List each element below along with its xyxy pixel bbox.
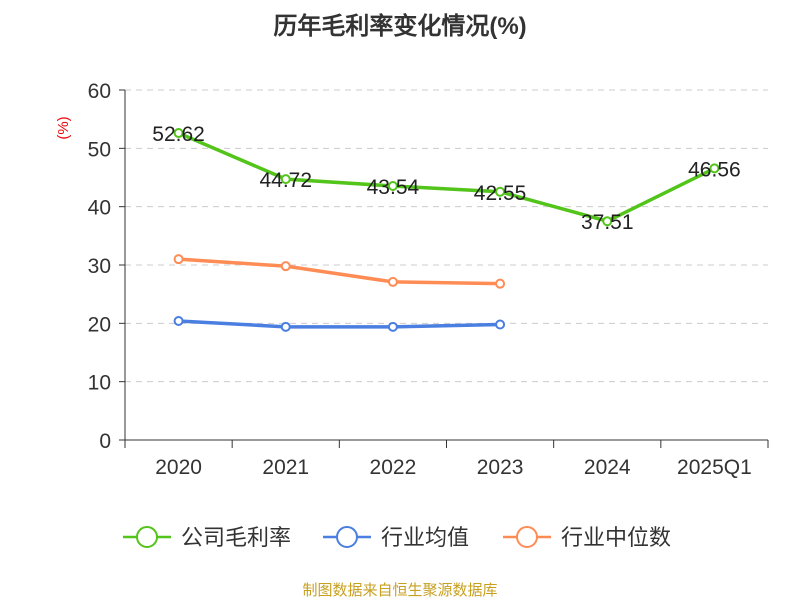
data-point [280,261,291,272]
data-point [280,174,291,185]
data-label: 44.72 [259,169,312,192]
data-label: 42.55 [474,182,527,205]
data-label: 37.51 [581,211,634,234]
series-line [178,257,501,286]
y-tick-label: 10 [88,372,111,395]
data-point [495,319,506,330]
chart-title: 历年毛利率变化情况(%) [273,12,526,40]
data-point [173,254,184,265]
x-tick-label: 2024 [584,456,631,479]
x-tick-label: 2023 [477,456,524,479]
data-point [173,316,184,326]
legend-label: 行业中位数 [561,525,671,550]
data-label: 52.62 [152,123,205,146]
y-tick-label: 40 [88,197,111,220]
data-point [387,276,398,287]
legend-label: 行业均值 [381,525,469,550]
data-point [387,321,398,332]
y-tick-label: 0 [99,430,111,453]
data-point [495,186,506,197]
legend-marker [516,526,538,548]
series-line [177,131,716,223]
data-label: 46.56 [688,158,741,181]
y-axis-label: (%) [55,116,72,139]
y-tick-label: 20 [88,313,111,336]
y-tick-label: 50 [88,138,111,161]
data-label: 43.54 [367,176,420,199]
x-tick-label: 2022 [370,456,417,479]
y-tick-label: 60 [88,80,111,103]
series-line [178,319,501,329]
data-point [280,321,291,332]
legend-marker [336,526,358,548]
data-point [602,216,613,227]
data-point [495,278,506,289]
data-point [173,128,184,139]
source-footer: 制图数据来自恒生聚源数据库 [302,582,497,599]
legend-label: 公司毛利率 [181,525,291,550]
x-tick-label: 2025Q1 [677,456,752,479]
x-tick-label: 2021 [262,456,309,479]
y-tick-label: 30 [88,255,111,278]
x-tick-label: 2020 [155,456,202,479]
data-point [709,163,720,174]
legend-marker [136,526,158,548]
data-point [387,181,398,192]
